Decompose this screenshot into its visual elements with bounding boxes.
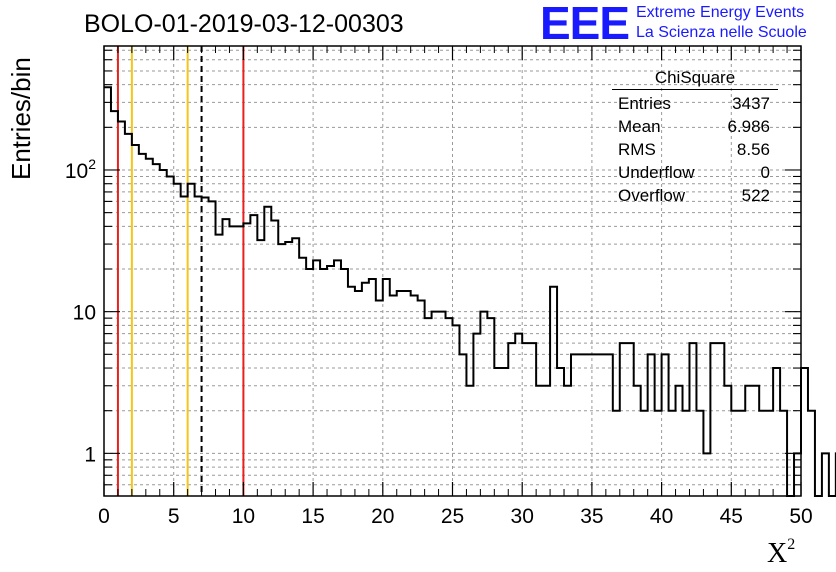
stats-value: 6.986 <box>727 117 770 136</box>
x-tick-label: 20 <box>371 505 394 528</box>
logo-line-2: La Scienza nelle Scuole <box>636 24 807 41</box>
x-tick-label: 10 <box>232 505 255 528</box>
reference-lines <box>116 46 245 496</box>
y-tick-label: 1 <box>84 443 96 466</box>
chart-title: BOLO-01-2019-03-12-00303 <box>84 10 404 38</box>
stats-title: ChiSquare <box>612 68 778 90</box>
stats-row-mean: Mean 6.986 <box>612 115 778 138</box>
x-tick-label: 0 <box>98 505 110 528</box>
stats-label: Mean <box>618 117 661 136</box>
stats-row-underflow: Underflow 0 <box>612 161 778 184</box>
stats-label: RMS <box>618 140 656 159</box>
stats-row-rms: RMS 8.56 <box>612 138 778 161</box>
x-tick-label: 5 <box>168 505 180 528</box>
x-tick-label: 35 <box>580 505 603 528</box>
stats-row-entries: Entries 3437 <box>612 92 778 115</box>
stats-value: 0 <box>760 163 770 182</box>
x-tick-label: 15 <box>301 505 324 528</box>
x-tick-label: 50 <box>789 505 812 528</box>
y-tick-label: 102 <box>65 156 96 183</box>
axis-ticks <box>103 46 802 496</box>
axis-tick-labels: 0 5 10 15 20 25 30 35 40 45 50 1 10 102 <box>65 156 813 528</box>
stats-label: Entries <box>618 94 671 113</box>
stats-value: 3437 <box>732 94 770 113</box>
stats-value: 522 <box>741 186 770 205</box>
stats-value: 8.56 <box>736 140 770 159</box>
logo-line-1: Extreme Energy Events <box>636 4 805 21</box>
histogram-series <box>104 86 836 497</box>
stats-label: Overflow <box>618 186 686 205</box>
x-tick-label: 45 <box>720 505 743 528</box>
stats-row-overflow: Overflow 522 <box>612 184 778 207</box>
x-axis-label: X2 <box>767 536 796 569</box>
x-tick-label: 40 <box>650 505 673 528</box>
eee-logo: EEE <box>540 0 630 49</box>
stats-label: Underflow <box>618 163 695 182</box>
histogram-line <box>104 86 836 497</box>
x-tick-label: 25 <box>441 505 464 528</box>
y-axis-label: Entries/bin <box>6 57 36 180</box>
stats-box: ChiSquare Entries 3437 Mean 6.986 RMS 8.56 … <box>612 68 778 207</box>
x-tick-label: 30 <box>511 505 534 528</box>
y-tick-label: 10 <box>73 302 96 325</box>
